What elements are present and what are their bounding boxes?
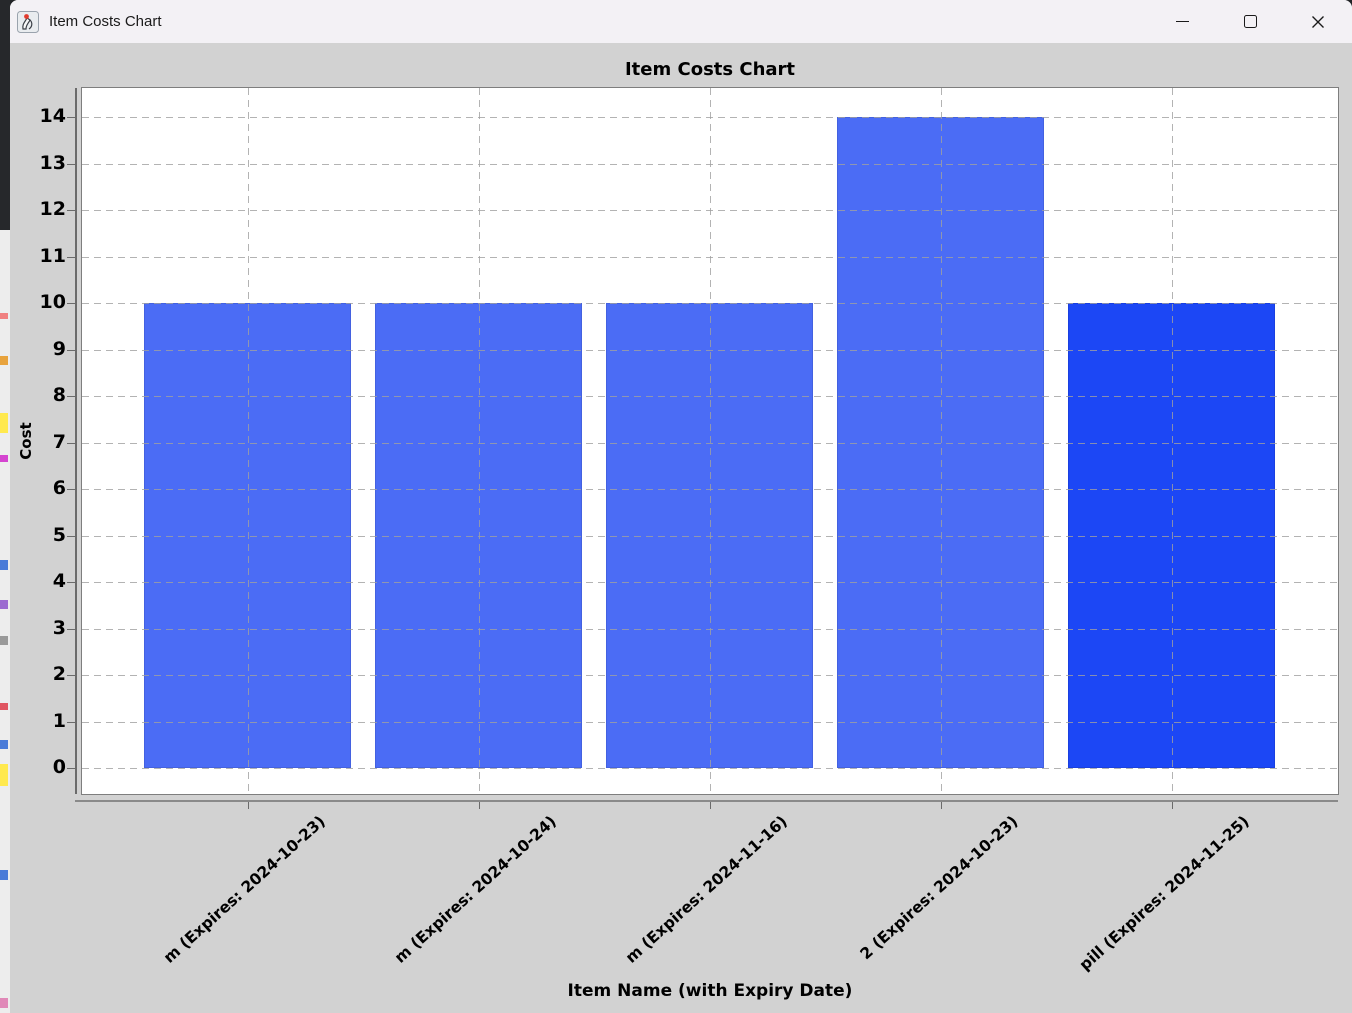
y-axis-tick [67, 210, 75, 211]
y-tick-label: 1 [52, 709, 66, 732]
y-axis-line [75, 88, 77, 794]
x-axis-tick [940, 802, 942, 809]
close-button[interactable] [1284, 0, 1352, 43]
y-axis-tick [67, 675, 75, 676]
y-tick-label: 5 [52, 523, 66, 546]
close-icon [1312, 15, 1324, 28]
y-tick-label: 4 [52, 570, 66, 592]
category-label: m (Expires: 2024-11-16) [621, 812, 791, 967]
vertical-gridline [1171, 88, 1173, 794]
x-axis-tick [247, 802, 249, 809]
y-axis-tick [67, 442, 75, 444]
y-tick-label: 8 [52, 384, 66, 406]
y-tick-label: 7 [52, 430, 66, 453]
y-axis-tick [67, 256, 75, 258]
y-tick-label: 13 [39, 151, 66, 174]
x-axis-tick [709, 802, 711, 809]
window-title: Item Costs Chart [49, 13, 162, 30]
y-tick-label: 11 [39, 244, 66, 267]
y-tick-label: 0 [52, 756, 66, 778]
category-label: m (Expires: 2024-10-23) [159, 812, 329, 967]
chart-panel: Item Costs Chart 0 1 2 3 4 5 6 7 8 9 10 11 12 13 14 m (… [10, 43, 1352, 1013]
y-tick-label: 3 [52, 616, 66, 639]
code-fragment [0, 600, 8, 609]
code-fragment [0, 455, 8, 462]
category-label: m (Expires: 2024-10-24) [390, 812, 560, 967]
y-axis-tick [67, 535, 75, 537]
code-fragment [0, 870, 8, 880]
background-window-sliver[interactable] [0, 0, 10, 1013]
window-controls [1148, 0, 1352, 43]
minimize-button[interactable] [1148, 0, 1216, 43]
y-axis-tick [67, 582, 75, 583]
code-fragment [0, 703, 8, 710]
minimize-icon [1175, 21, 1189, 22]
grid-layer [82, 88, 1338, 794]
y-axis-tick [67, 303, 75, 304]
x-axis-line [75, 800, 1338, 802]
vertical-gridline [478, 88, 480, 794]
code-fragment [0, 636, 8, 645]
y-axis-tick [67, 163, 75, 165]
vertical-gridline [709, 88, 711, 794]
x-axis-tick [1171, 802, 1173, 809]
y-axis-tick [67, 489, 75, 490]
y-axis-tick [67, 396, 75, 397]
chart-title: Item Costs Chart [624, 59, 796, 80]
code-fragment [0, 413, 8, 433]
y-tick-label: 9 [52, 337, 66, 360]
maximize-icon [1243, 15, 1257, 28]
window-titlebar: Item Costs Chart [10, 0, 1352, 43]
y-axis-tick [67, 768, 75, 769]
y-axis-tick [67, 721, 75, 723]
y-tick-label: 12 [39, 198, 66, 220]
y-axis-title: Cost [17, 422, 35, 460]
code-fragment [0, 356, 8, 365]
y-axis-tick [67, 628, 75, 630]
y-tick-label: 6 [52, 477, 66, 499]
x-axis-tick [478, 802, 480, 809]
code-fragment [0, 313, 8, 319]
background-window-dark-area [0, 0, 10, 230]
y-tick-label: 2 [52, 663, 66, 685]
y-axis-tick [67, 349, 75, 351]
vertical-gridline [940, 88, 942, 794]
code-fragment [0, 560, 8, 570]
y-axis-tick [67, 117, 75, 118]
maximize-button[interactable] [1216, 0, 1284, 43]
vertical-gridline [247, 88, 249, 794]
code-fragment [0, 998, 8, 1008]
category-label: 2 (Expires: 2024-10-23) [856, 812, 1022, 964]
x-axis-title: Item Name (with Expiry Date) [567, 981, 853, 1001]
code-fragment [0, 764, 8, 786]
category-label: pill (Expires: 2024-11-25) [1075, 812, 1253, 975]
code-fragment [0, 740, 8, 749]
y-tick-label: 14 [39, 105, 66, 127]
plot-area[interactable] [81, 87, 1339, 795]
java-app-icon [17, 10, 39, 33]
y-tick-label: 10 [39, 291, 66, 313]
